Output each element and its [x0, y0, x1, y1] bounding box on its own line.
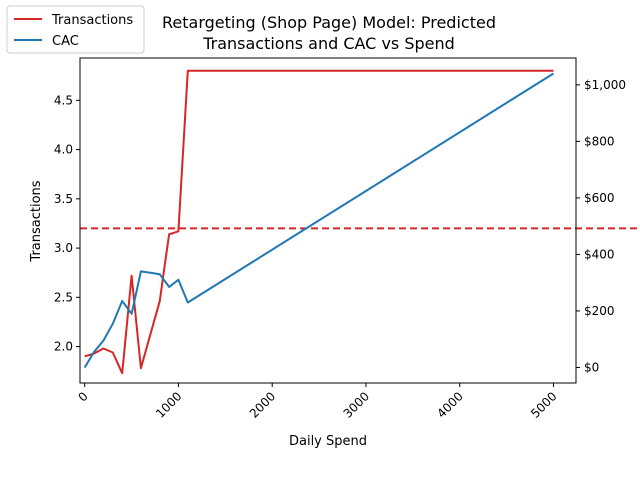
series-line-cac [83, 72, 555, 369]
plot-area [80, 69, 640, 375]
y-right-tick-label: $200 [584, 304, 615, 318]
chart-title-line2: Transactions and CAC vs Spend [202, 34, 455, 53]
y-left-tick-label: 4.0 [54, 143, 73, 157]
y-right-tick-label: $600 [584, 191, 615, 205]
series-line-transactions [84, 69, 554, 375]
y-left-tick-label: 2.5 [54, 290, 73, 304]
y-left-tick-label: 3.5 [54, 192, 73, 206]
legend-label-cac: CAC [52, 34, 79, 49]
y-left-tick-label: 4.5 [54, 93, 73, 107]
y-right-tick-label: $1,000 [584, 78, 626, 92]
legend-label-transactions: Transactions [51, 13, 133, 28]
x-axis-label: Daily Spend [289, 434, 367, 449]
y-right-tick-label: $0 [584, 360, 599, 374]
chart-title-line1: Retargeting (Shop Page) Model: Predicted [162, 13, 496, 32]
legend: Transactions CAC [6, 5, 145, 54]
legend-box [6, 5, 145, 54]
y-left-tick-label: 2.0 [54, 340, 73, 354]
y-right-tick-label: $800 [584, 134, 615, 148]
y-right-tick-label: $400 [584, 247, 615, 261]
y-left-tick-label: 3.0 [54, 241, 73, 255]
plot-frame [79, 57, 577, 384]
y-axis-label-left: Transactions [29, 180, 44, 262]
